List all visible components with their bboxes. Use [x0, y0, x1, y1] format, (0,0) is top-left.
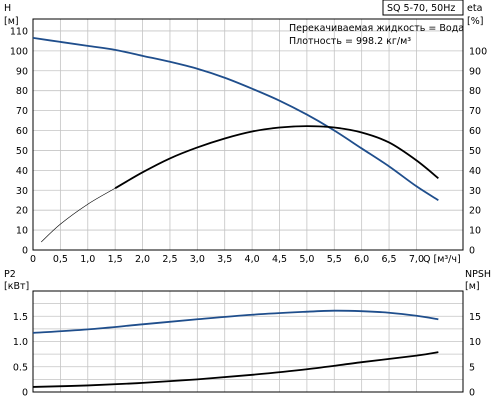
head-tick-label: 80 [16, 86, 28, 97]
head-plot-grid [32, 19, 463, 251]
model-label: SQ 5-70, 50Hz [387, 3, 455, 14]
power-axis-tick-labels: 0 0.5 1.0 1.5 [13, 312, 28, 399]
efficiency-tick-label: 30 [469, 186, 481, 197]
efficiency-axis-unit: [%] [467, 16, 483, 27]
flow-tick-label: 0,5 [53, 254, 68, 265]
efficiency-tick-label: 90 [469, 66, 481, 77]
efficiency-curve-extrapolated [41, 188, 116, 243]
flow-tick-label: 3,5 [217, 254, 232, 265]
npsh-axis-unit: [м] [465, 281, 480, 292]
flow-tick-label: 4,0 [245, 254, 260, 265]
head-tick-label: 100 [10, 46, 28, 57]
flow-tick-label: 5,5 [327, 254, 342, 265]
flow-axis-title: Q [м³/ч] [423, 254, 461, 265]
power-tick-label: 1.0 [13, 337, 28, 348]
head-tick-label: 40 [16, 166, 28, 177]
flow-tick-label: 3,0 [190, 254, 205, 265]
power-plot-grid [32, 291, 463, 392]
efficiency-tick-label: 20 [469, 206, 481, 217]
flow-tick-label: 0 [30, 254, 36, 265]
head-tick-label: 50 [16, 146, 28, 157]
efficiency-tick-label: 0 [469, 246, 475, 257]
power-tick-label: 0 [22, 388, 28, 399]
power-axis-unit: [кВт] [4, 281, 29, 292]
npsh-tick-label: 0 [469, 388, 475, 399]
flow-tick-label: 6,0 [354, 254, 369, 265]
power-curve [32, 309, 439, 334]
density-label: Плотность = 998.2 кг/м³ [289, 36, 411, 47]
flow-tick-label: 2,5 [162, 254, 177, 265]
flow-tick-label: 6,5 [381, 254, 396, 265]
head-axis-title: H [4, 3, 11, 14]
power-tick-label: 1.5 [13, 312, 28, 323]
head-axis-unit: [м] [4, 16, 19, 27]
flow-tick-label: 4,5 [272, 254, 287, 265]
efficiency-tick-label: 80 [469, 86, 481, 97]
efficiency-tick-label: 70 [469, 106, 481, 117]
head-tick-label: 30 [16, 186, 28, 197]
head-tick-label: 10 [16, 226, 28, 237]
flow-tick-label: 5,0 [299, 254, 314, 265]
head-plot-frame [32, 18, 464, 251]
flow-tick-label: 1,0 [80, 254, 95, 265]
npsh-axis-tick-labels: 0 5 10 15 [469, 312, 481, 399]
efficiency-curve [114, 125, 439, 190]
power-axis-title: P2 [4, 269, 16, 280]
power-npsh-curves [32, 309, 439, 388]
efficiency-tick-label: 10 [469, 226, 481, 237]
flow-tick-label: 1,5 [108, 254, 123, 265]
head-tick-label: 110 [10, 26, 28, 37]
model-label-box [382, 0, 464, 16]
head-tick-label: 90 [16, 66, 28, 77]
npsh-tick-label: 5 [469, 362, 475, 373]
head-tick-label: 70 [16, 106, 28, 117]
head-efficiency-plot: 0 10 20 30 40 50 60 70 80 90 100 110 0 10 20 30 40 50 60 7… [4, 0, 487, 265]
power-tick-label: 0.5 [13, 362, 28, 373]
npsh-tick-label: 15 [469, 312, 481, 323]
head-tick-label: 20 [16, 206, 28, 217]
npsh-curve [32, 351, 439, 388]
head-tick-label: 60 [16, 126, 28, 137]
npsh-axis-title: NPSH [465, 269, 491, 280]
head-tick-label: 0 [22, 246, 28, 257]
npsh-tick-label: 10 [469, 337, 481, 348]
efficiency-axis-title: eta [467, 3, 482, 14]
efficiency-tick-label: 40 [469, 166, 481, 177]
efficiency-axis-tick-labels: 0 10 20 30 40 50 60 70 80 90 100 [469, 46, 487, 256]
power-npsh-plot: 0 0.5 1.0 1.5 0 5 10 15 P2 [кВт] NPSH [м] [4, 269, 491, 399]
head-axis-tick-labels: 0 10 20 30 40 50 60 70 80 90 100 110 [10, 26, 28, 256]
efficiency-tick-label: 60 [469, 126, 481, 137]
flow-tick-label: 7,0 [409, 254, 424, 265]
flow-tick-label: 2,0 [135, 254, 150, 265]
power-plot-frame [32, 290, 464, 393]
head-efficiency-curves [32, 37, 439, 243]
efficiency-tick-label: 50 [469, 146, 481, 157]
pumped-liquid-label: Перекачиваемая жидкость = Вода [289, 23, 464, 34]
head-curve [32, 37, 439, 201]
efficiency-tick-label: 100 [469, 46, 487, 57]
flow-axis-tick-labels: 0 0,5 1,0 1,5 2,0 2,5 3,0 3,5 4,0 4,5 5,0 5,5 6,0 6,5… [30, 254, 424, 265]
